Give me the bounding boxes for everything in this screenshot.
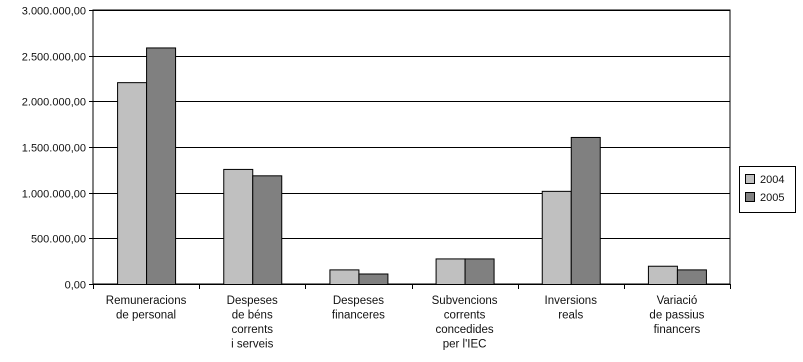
bar-2004 (541, 190, 572, 285)
y-tick-label: 1.000.000,00 (22, 189, 86, 201)
x-category-label: Despeses de béns corrents i serveis (227, 295, 278, 351)
x-category-label-line: de passius (649, 310, 704, 322)
x-category-label-line: i serveis (231, 339, 273, 351)
x-category-label-line: concedides (435, 324, 493, 336)
bar-2005 (358, 273, 389, 286)
y-tick-label: 3.000.000,00 (22, 6, 86, 18)
bar-2004 (647, 265, 678, 286)
bar-2004 (117, 82, 148, 285)
x-category-label-line: corrents (231, 324, 273, 336)
x-category-label-line: Variació (657, 295, 698, 307)
y-tick-label: 500.000,00 (31, 234, 86, 246)
x-category-label: Subvencions corrents concedides per l'IEC (432, 295, 498, 351)
legend-label-2005: 2005 (760, 192, 784, 204)
x-category-label-line: reals (558, 310, 583, 322)
bar-2005 (676, 269, 707, 285)
bar-2004 (223, 168, 254, 285)
x-category-label-line: Remuneracions (106, 295, 187, 307)
x-category-label: Variació de passius financers (649, 295, 704, 336)
x-category-label-line: corrents (444, 310, 486, 322)
x-category-label-line: per l'IEC (443, 339, 487, 351)
legend-swatch-2005 (745, 192, 755, 202)
x-category-label-line: Inversions (545, 295, 598, 307)
x-category-label-line: Despeses (333, 295, 384, 307)
bar-2005 (146, 47, 177, 285)
y-tick-label: 2.000.000,00 (22, 97, 86, 109)
bar-2004 (329, 269, 360, 285)
x-category-label-line: financeres (332, 310, 385, 322)
x-category-label: Despeses financeres (332, 295, 385, 322)
y-tick-label: 0,00 (65, 280, 86, 292)
legend-label-2004: 2004 (760, 174, 784, 186)
legend-swatch-2004 (745, 174, 755, 184)
bar-2005 (464, 258, 495, 285)
x-category-label-line: de béns (232, 310, 273, 322)
bar-2005 (252, 175, 283, 286)
x-category-label-line: Subvencions (432, 295, 498, 307)
x-category-label: Remuneracions de personal (106, 295, 187, 322)
bar-2004 (435, 258, 466, 285)
y-tick-label: 2.500.000,00 (22, 52, 86, 64)
x-category-label: Inversions reals (545, 295, 598, 322)
bar-2005 (570, 136, 601, 285)
y-tick-label: 1.500.000,00 (22, 143, 86, 155)
x-category-label-line: de personal (116, 310, 176, 322)
x-category-label-line: financers (654, 324, 701, 336)
x-category-label-line: Despeses (227, 295, 278, 307)
